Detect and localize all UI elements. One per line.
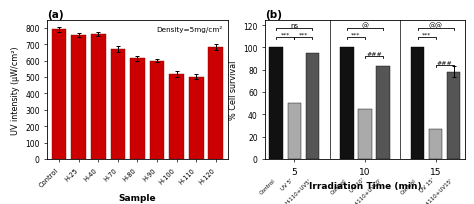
Text: ###: ### (437, 61, 453, 65)
Y-axis label: % Cell survival: % Cell survival (229, 60, 238, 119)
Text: Control: Control (259, 177, 276, 194)
Text: ###: ### (366, 52, 382, 57)
X-axis label: Irradiation Time (min): Irradiation Time (min) (309, 181, 421, 190)
Bar (91, 35, 106, 159)
Bar (306, 54, 319, 159)
Text: @: @ (362, 22, 368, 29)
Text: ***: *** (351, 33, 361, 38)
Text: H-110+UV5': H-110+UV5' (285, 177, 312, 204)
Text: Density=5mg/cm²: Density=5mg/cm² (156, 26, 222, 33)
Text: UV 5': UV 5' (281, 177, 294, 191)
Bar (169, 74, 184, 159)
Text: @@: @@ (428, 22, 443, 29)
Bar (130, 59, 145, 159)
Bar (270, 48, 283, 159)
Bar (447, 73, 460, 159)
Bar (209, 47, 223, 159)
Bar (358, 109, 372, 159)
X-axis label: Sample: Sample (118, 194, 156, 203)
Text: (a): (a) (47, 10, 64, 20)
Text: ns: ns (290, 23, 298, 29)
Bar (110, 50, 125, 159)
Text: (b): (b) (265, 10, 283, 20)
Text: H-110+UV10': H-110+UV10' (353, 177, 383, 204)
Text: UV 15': UV 15' (419, 177, 436, 193)
Text: ***: *** (422, 33, 431, 38)
Bar (288, 104, 301, 159)
Text: H-110+UV15': H-110+UV15' (424, 177, 454, 204)
Bar (340, 48, 354, 159)
Bar (189, 78, 203, 159)
Bar (150, 61, 164, 159)
Bar (411, 48, 424, 159)
Text: ***: *** (299, 33, 308, 38)
Bar (52, 30, 66, 159)
Bar (429, 129, 442, 159)
Bar (72, 36, 86, 159)
Bar (376, 67, 390, 159)
Y-axis label: UV intensity (μW/cm²): UV intensity (μW/cm²) (10, 46, 19, 134)
Text: ***: *** (281, 33, 290, 38)
Text: Control: Control (400, 177, 418, 194)
Text: Control: Control (329, 177, 347, 194)
Text: UV 10': UV 10' (349, 177, 365, 193)
